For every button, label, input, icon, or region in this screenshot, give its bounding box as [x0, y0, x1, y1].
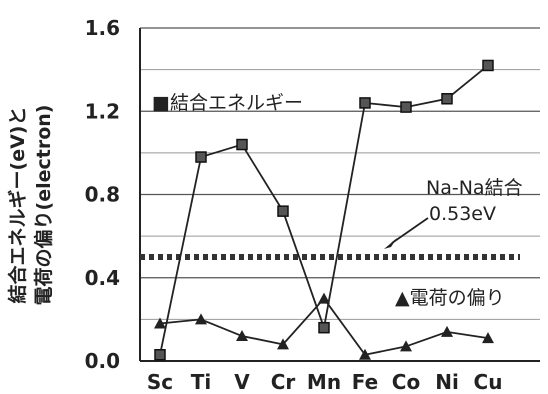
x-tick-label: V	[234, 370, 250, 394]
series-group	[154, 59, 494, 361]
x-tick-label: Co	[392, 370, 420, 394]
data-point	[277, 338, 289, 350]
y-axis-label-line-1: 結合エネルギー(eV)と	[6, 107, 29, 304]
x-tick-label: Cu	[474, 370, 503, 394]
x-tick-labels: Sc Ti V Cr Mn Fe Co Ni Cu	[147, 370, 503, 394]
data-point	[277, 205, 289, 217]
data-point	[482, 59, 494, 72]
x-tick-label: Ni	[435, 370, 459, 394]
data-point	[195, 313, 207, 325]
data-point	[400, 340, 412, 352]
data-point	[236, 138, 248, 151]
data-point	[441, 93, 453, 105]
y-axis-label: 結合エネルギー(eV)と 電荷の偏り(electron)	[6, 105, 55, 306]
reference-label: Na-Na結合	[426, 177, 523, 199]
x-tick-label: Mn	[307, 370, 341, 394]
reference-value-label: 0.53eV	[429, 203, 496, 225]
x-tick-label: Ti	[191, 370, 212, 394]
data-point	[318, 292, 330, 304]
y-tick-label: 1.6	[85, 16, 120, 40]
series-2	[154, 292, 494, 360]
y-tick-label: 0.8	[85, 183, 120, 207]
data-point	[154, 317, 166, 329]
axes	[139, 28, 540, 362]
x-tick-label: Sc	[147, 370, 173, 394]
series-1	[154, 59, 494, 361]
data-point	[236, 330, 248, 342]
data-point	[441, 325, 453, 337]
data-point	[359, 348, 371, 360]
data-point	[359, 97, 371, 109]
data-point	[482, 332, 494, 344]
data-point	[154, 349, 166, 361]
data-point	[318, 321, 330, 334]
reference-pointer-arrow	[384, 217, 429, 249]
y-tick-label: 0.0	[85, 349, 120, 373]
legend-binding-energy: ■結合エネルギー	[152, 92, 303, 114]
y-tick-label: 1.2	[85, 99, 120, 123]
y-axis-label-line-2: 電荷の偏り(electron)	[32, 105, 55, 306]
data-point	[195, 151, 207, 163]
x-tick-label: Cr	[271, 370, 296, 394]
x-tick-label: Fe	[352, 370, 378, 394]
data-point	[400, 101, 412, 113]
y-tick-label: 0.4	[85, 266, 120, 290]
legend-charge-bias: ▲電荷の偏り	[395, 287, 505, 309]
y-tick-labels: 0.0 0.4 0.8 1.2 1.6	[85, 16, 120, 373]
